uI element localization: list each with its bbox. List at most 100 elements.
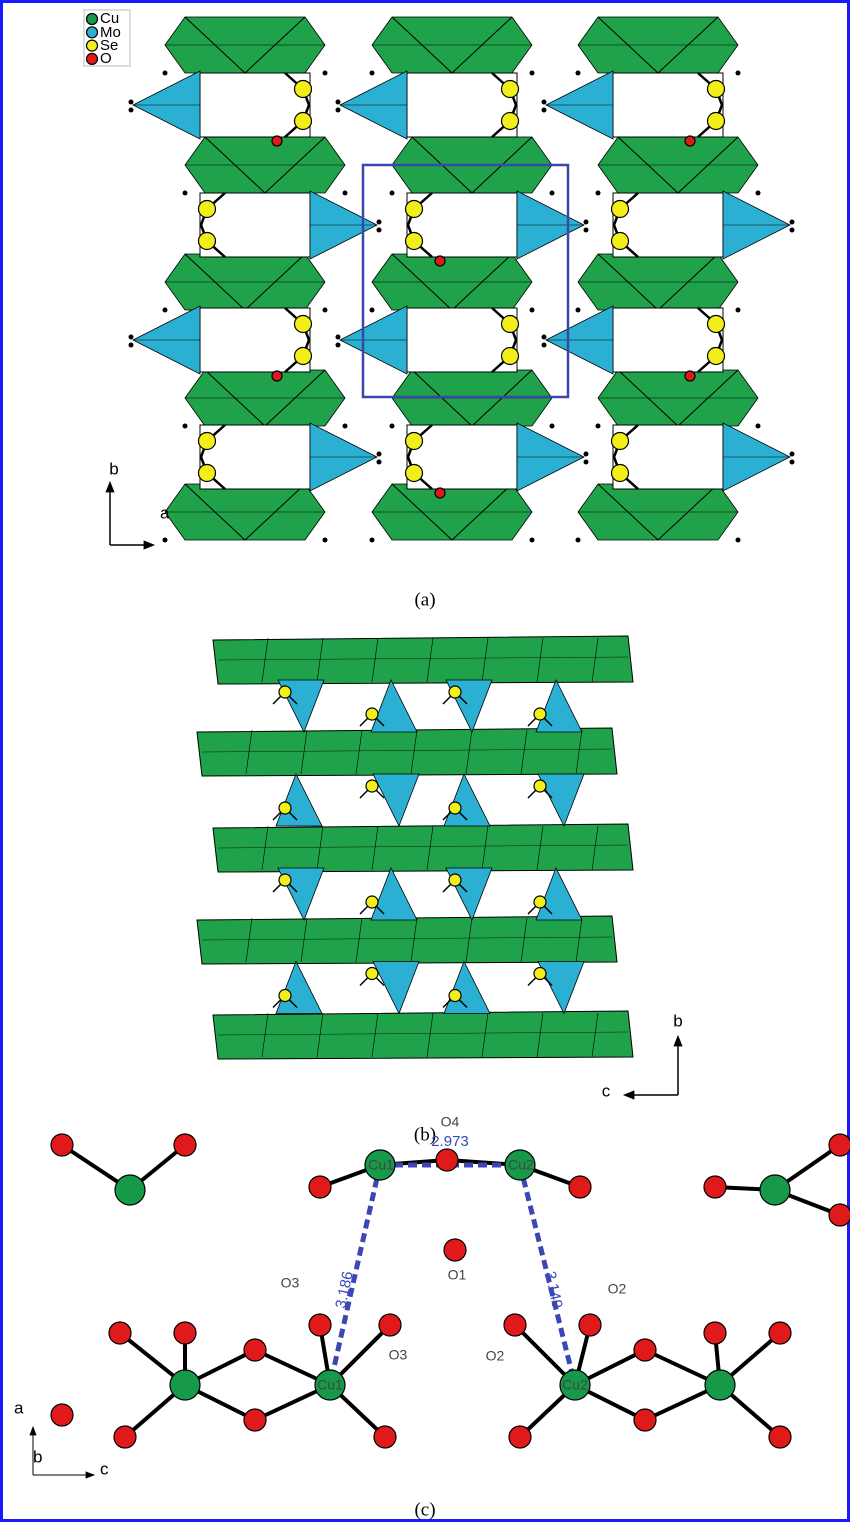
ring — [613, 425, 723, 489]
atom-dot — [323, 71, 328, 76]
atom-dot — [370, 308, 375, 313]
atom-o — [444, 1239, 466, 1261]
axis-label: c — [100, 1459, 109, 1478]
polyhedron-mo — [536, 868, 582, 920]
atom-o — [509, 1426, 531, 1448]
atom-o — [51, 1404, 73, 1426]
atom-o — [829, 1134, 850, 1156]
page: {"legend": ["Cu", "Mo", "Se", "O"], "pan… — [0, 0, 850, 1522]
ring — [200, 73, 310, 137]
atom-dot — [736, 538, 741, 543]
ring — [613, 193, 723, 257]
atom-dot — [336, 335, 341, 340]
atom-dot — [129, 108, 134, 113]
atom-o — [579, 1314, 601, 1336]
atom-o — [109, 1322, 131, 1344]
atom-se — [708, 113, 725, 130]
arrow-head — [106, 482, 114, 492]
ring — [200, 193, 310, 257]
atom-dot — [790, 452, 795, 457]
atom-dot — [576, 71, 581, 76]
atom-se — [406, 433, 423, 450]
atom-o — [769, 1426, 791, 1448]
atom-cu — [705, 1370, 735, 1400]
atom-dot — [343, 424, 348, 429]
polyhedron-mo — [444, 962, 490, 1014]
distance-label: 3.186 — [332, 1270, 356, 1310]
atom-dot — [377, 228, 382, 233]
caption: (a) — [414, 589, 435, 610]
legend-label: O — [100, 50, 112, 67]
atom-dot — [183, 424, 188, 429]
atom-o — [272, 371, 282, 381]
atom-cu — [760, 1175, 790, 1205]
arrow-head — [674, 1036, 682, 1046]
atom-o — [769, 1322, 791, 1344]
distance-label: 2.973 — [431, 1133, 469, 1150]
ring — [613, 308, 723, 372]
atom-se — [199, 433, 216, 450]
atom-label: Cu1 — [368, 1157, 394, 1173]
atom-se — [612, 233, 629, 250]
axis-label: c — [602, 1081, 611, 1100]
atom-label: O1 — [448, 1267, 467, 1283]
polyhedron-mo — [276, 962, 322, 1014]
atom-se — [366, 708, 378, 720]
atom-se — [502, 113, 519, 130]
atom-dot — [129, 100, 134, 105]
atom-dot — [163, 71, 168, 76]
atom-se — [534, 780, 546, 792]
polyhedron-mo — [276, 774, 322, 826]
atom-o — [51, 1134, 73, 1156]
atom-se — [612, 465, 629, 482]
atom-dot — [129, 343, 134, 348]
atom-se — [279, 874, 291, 886]
atom-se — [366, 896, 378, 908]
atom-se — [708, 81, 725, 98]
atom-o — [504, 1314, 526, 1336]
atom-o — [685, 371, 695, 381]
atom-label: O2 — [486, 1348, 505, 1364]
atom-dot — [596, 424, 601, 429]
atom-se — [534, 708, 546, 720]
atom-o — [309, 1176, 331, 1198]
atom-se — [279, 990, 291, 1002]
axis-label: a — [160, 503, 170, 522]
atom-label: Cu2 — [508, 1157, 534, 1173]
arrow-head — [30, 1427, 36, 1435]
legend-swatch — [87, 14, 98, 25]
atom-dot — [336, 343, 341, 348]
atom-o — [309, 1314, 331, 1336]
atom-dot — [370, 71, 375, 76]
atom-o — [436, 1149, 458, 1171]
atom-se — [449, 874, 461, 886]
atom-se — [279, 686, 291, 698]
legend-swatch — [87, 53, 98, 64]
polyhedron-mo — [371, 680, 417, 732]
atom-label: O4 — [441, 1114, 460, 1130]
polyhedron-mo — [536, 680, 582, 732]
atom-dot — [530, 308, 535, 313]
atom-dot — [390, 191, 395, 196]
arrow-head — [144, 541, 154, 549]
ring — [407, 193, 517, 257]
atom-se — [295, 316, 312, 333]
atom-se — [502, 348, 519, 365]
atom-o — [435, 488, 445, 498]
axis-label: a — [14, 1398, 24, 1417]
atom-se — [366, 780, 378, 792]
atom-dot — [576, 538, 581, 543]
atom-dot — [530, 71, 535, 76]
atom-se — [199, 233, 216, 250]
atom-dot — [530, 538, 535, 543]
atom-dot — [756, 191, 761, 196]
atom-se — [295, 113, 312, 130]
atom-o — [379, 1314, 401, 1336]
atom-dot — [542, 108, 547, 113]
layer-cu — [197, 728, 617, 776]
atom-dot — [542, 335, 547, 340]
atom-o — [272, 136, 282, 146]
atom-cu — [170, 1370, 200, 1400]
arrow-head — [624, 1091, 634, 1099]
atom-se — [534, 968, 546, 980]
